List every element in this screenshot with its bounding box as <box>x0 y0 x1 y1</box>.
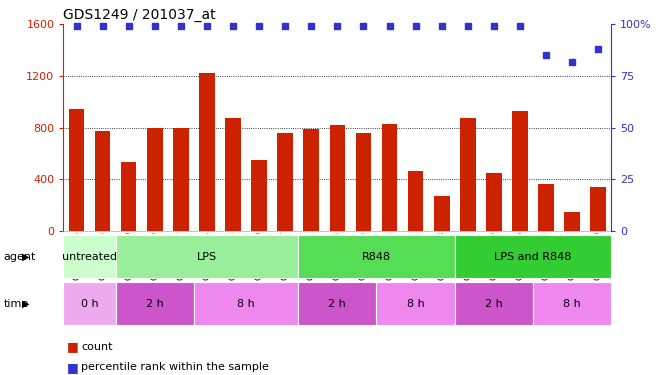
Text: GSM52349: GSM52349 <box>490 231 498 280</box>
Bar <box>591 188 606 231</box>
Bar <box>298 235 455 279</box>
Text: GSM52344: GSM52344 <box>385 231 394 279</box>
Text: GSM52342: GSM52342 <box>464 231 472 279</box>
Text: GSM52346: GSM52346 <box>72 231 81 280</box>
Bar <box>63 282 116 326</box>
Bar <box>407 171 424 231</box>
Bar <box>303 129 319 231</box>
Text: GSM52352: GSM52352 <box>568 231 576 280</box>
Bar <box>277 133 293 231</box>
Text: GSM52348: GSM52348 <box>333 231 342 280</box>
Bar <box>377 282 455 326</box>
Text: GSM52358: GSM52358 <box>437 231 446 280</box>
Text: ▶: ▶ <box>22 252 29 262</box>
Text: 8 h: 8 h <box>407 299 424 309</box>
Text: 0 h: 0 h <box>81 299 98 309</box>
Bar <box>251 160 267 231</box>
Text: 2 h: 2 h <box>146 299 164 309</box>
Text: count: count <box>81 342 113 352</box>
Text: GSM52347: GSM52347 <box>176 231 185 280</box>
Text: untreated: untreated <box>62 252 117 262</box>
Bar <box>95 131 110 231</box>
Bar <box>355 133 371 231</box>
Bar <box>434 196 450 231</box>
Text: percentile rank within the sample: percentile rank within the sample <box>81 363 269 372</box>
Text: GSM52354: GSM52354 <box>202 231 211 280</box>
Text: GSM52355: GSM52355 <box>359 231 368 280</box>
Text: GSM52350: GSM52350 <box>255 231 264 280</box>
Text: GDS1249 / 201037_at: GDS1249 / 201037_at <box>63 8 216 22</box>
Text: R848: R848 <box>362 252 391 262</box>
Text: 2 h: 2 h <box>485 299 503 309</box>
Text: 8 h: 8 h <box>237 299 255 309</box>
Bar <box>199 74 214 231</box>
Bar <box>116 235 298 279</box>
Text: ■: ■ <box>67 340 79 353</box>
Bar <box>533 282 611 326</box>
Text: GSM52340: GSM52340 <box>150 231 159 280</box>
Text: GSM52345: GSM52345 <box>542 231 550 280</box>
Text: 8 h: 8 h <box>563 299 581 309</box>
Text: LPS: LPS <box>197 252 217 262</box>
Bar <box>69 110 84 231</box>
Text: ▶: ▶ <box>22 299 29 309</box>
Text: ■: ■ <box>67 361 79 374</box>
Bar <box>455 282 533 326</box>
Bar <box>564 212 580 231</box>
Bar <box>63 235 116 279</box>
Bar <box>194 282 298 326</box>
Text: GSM52351: GSM52351 <box>411 231 420 280</box>
Text: 2 h: 2 h <box>329 299 346 309</box>
Text: GSM52353: GSM52353 <box>98 231 107 280</box>
Bar <box>486 172 502 231</box>
Text: GSM52343: GSM52343 <box>228 231 238 280</box>
Bar <box>147 128 162 231</box>
Bar <box>173 128 188 231</box>
Bar <box>381 124 397 231</box>
Bar <box>460 118 476 231</box>
Bar <box>121 162 136 231</box>
Text: GSM52360: GSM52360 <box>124 231 133 280</box>
Bar <box>455 235 611 279</box>
Text: GSM52357: GSM52357 <box>281 231 290 280</box>
Bar <box>329 125 345 231</box>
Text: agent: agent <box>3 252 35 262</box>
Bar <box>116 282 194 326</box>
Text: GSM52341: GSM52341 <box>307 231 316 280</box>
Bar <box>538 184 554 231</box>
Text: GSM52356: GSM52356 <box>516 231 524 280</box>
Text: LPS and R848: LPS and R848 <box>494 252 572 262</box>
Text: time: time <box>3 299 29 309</box>
Bar <box>225 118 241 231</box>
Bar <box>512 111 528 231</box>
Bar <box>298 282 377 326</box>
Text: GSM52359: GSM52359 <box>594 231 603 280</box>
